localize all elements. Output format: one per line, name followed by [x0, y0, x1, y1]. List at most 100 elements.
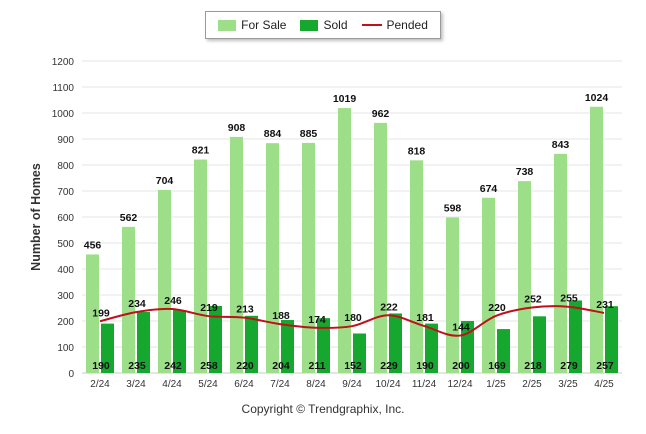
for-sale-data-label: 1024	[585, 92, 609, 104]
sold-bar	[137, 311, 150, 373]
legend-label-for-sale: For Sale	[241, 18, 287, 32]
y-tick-label: 500	[57, 239, 74, 250]
sold-bar	[317, 318, 330, 373]
for-sale-data-label: 818	[408, 145, 426, 157]
x-tick-label: 2/25	[522, 379, 542, 390]
x-tick-label: 3/24	[126, 379, 146, 390]
sold-bar	[281, 319, 294, 373]
pended-data-label: 213	[236, 304, 254, 316]
for-sale-data-label: 962	[372, 108, 390, 120]
pended-data-label: 231	[596, 299, 614, 311]
sold-data-label: 211	[309, 360, 326, 372]
x-tick-label: 1/25	[486, 379, 506, 390]
for-sale-bar	[266, 143, 279, 373]
y-tick-label: 0	[68, 369, 74, 380]
for-sale-bar	[338, 108, 351, 373]
pended-data-label: 234	[128, 298, 146, 310]
sold-bar	[569, 300, 582, 373]
pended-data-label: 188	[272, 310, 290, 322]
for-sale-bar	[86, 254, 99, 373]
for-sale-bar	[410, 160, 423, 373]
sold-bar	[245, 315, 258, 373]
pended-data-label: 199	[92, 307, 110, 319]
for-sale-swatch	[218, 19, 237, 31]
y-tick-label: 600	[57, 213, 74, 224]
sold-data-label: 220	[236, 360, 254, 372]
sold-data-label: 204	[272, 360, 290, 372]
legend-item-sold[interactable]: Sold	[300, 18, 348, 32]
for-sale-data-label: 456	[84, 239, 102, 251]
pended-data-label: 181	[416, 312, 434, 324]
pended-data-label: 174	[308, 314, 326, 326]
sold-bar	[533, 316, 546, 373]
sold-data-label: 229	[380, 360, 398, 372]
sold-swatch	[300, 19, 319, 31]
sold-data-label: 235	[128, 360, 146, 372]
for-sale-bar	[122, 226, 135, 373]
for-sale-bar	[446, 217, 459, 373]
y-tick-label: 300	[57, 291, 74, 302]
sold-bar	[209, 305, 222, 373]
pended-swatch	[361, 24, 382, 26]
y-tick-label: 100	[57, 343, 74, 354]
for-sale-data-label: 598	[444, 203, 462, 215]
for-sale-data-label: 843	[552, 139, 570, 151]
for-sale-data-label: 1019	[333, 93, 357, 105]
pended-data-label: 219	[200, 302, 218, 314]
for-sale-bar	[194, 159, 207, 373]
y-tick-label: 1100	[52, 83, 74, 94]
sold-data-label: 152	[344, 360, 362, 372]
x-tick-label: 2/24	[90, 379, 110, 390]
sold-data-label: 169	[488, 360, 506, 372]
x-tick-label: 7/24	[270, 379, 290, 390]
x-tick-label: 11/24	[412, 379, 437, 390]
pended-data-label: 220	[488, 302, 506, 314]
for-sale-bar	[230, 136, 243, 373]
for-sale-data-label: 908	[228, 122, 246, 134]
legend-label-sold: Sold	[323, 18, 348, 32]
pended-data-label: 252	[524, 293, 542, 305]
y-tick-label: 700	[57, 187, 74, 198]
for-sale-bar	[158, 189, 171, 373]
sold-bar	[389, 313, 402, 373]
pended-data-label: 246	[164, 295, 182, 307]
legend-item-pended[interactable]: Pended	[361, 18, 428, 32]
sold-bar	[605, 306, 618, 373]
for-sale-bar	[482, 197, 495, 373]
sold-data-label: 279	[560, 360, 578, 372]
x-tick-label: 5/24	[198, 379, 218, 390]
x-tick-label: 3/25	[558, 379, 578, 390]
x-tick-label: 6/24	[234, 379, 254, 390]
y-tick-label: 900	[57, 135, 74, 146]
legend-item-for-sale[interactable]: For Sale	[218, 18, 286, 32]
for-sale-data-label: 674	[480, 183, 498, 195]
sold-bar	[353, 333, 366, 373]
legend-label-pended: Pended	[386, 18, 428, 32]
for-sale-data-label: 738	[516, 166, 534, 178]
sold-bar	[101, 323, 114, 373]
sold-data-label: 257	[596, 360, 614, 372]
for-sale-bar	[518, 181, 531, 373]
sold-bar	[425, 323, 438, 373]
sold-data-label: 200	[452, 360, 470, 372]
sold-data-label: 218	[524, 360, 542, 372]
for-sale-data-label: 885	[300, 128, 318, 140]
x-tick-label: 12/24	[447, 379, 472, 390]
chart-legend: For Sale Sold Pended	[205, 11, 441, 39]
sold-data-label: 258	[200, 360, 218, 372]
pended-data-label: 144	[452, 322, 470, 334]
x-tick-label: 8/24	[306, 379, 326, 390]
y-tick-label: 200	[57, 317, 74, 328]
for-sale-data-label: 562	[120, 212, 138, 224]
for-sale-data-label: 704	[156, 175, 174, 187]
copyright-text: Copyright © Trendgraphix, Inc.	[241, 402, 405, 416]
sold-bar	[497, 329, 510, 373]
for-sale-bar	[590, 106, 603, 373]
pended-data-label: 180	[344, 312, 362, 324]
sold-bar	[173, 310, 186, 373]
for-sale-data-label: 884	[264, 128, 282, 140]
y-tick-label: 1000	[52, 109, 75, 120]
pended-data-label: 222	[380, 301, 398, 313]
y-tick-label: 800	[57, 161, 74, 172]
